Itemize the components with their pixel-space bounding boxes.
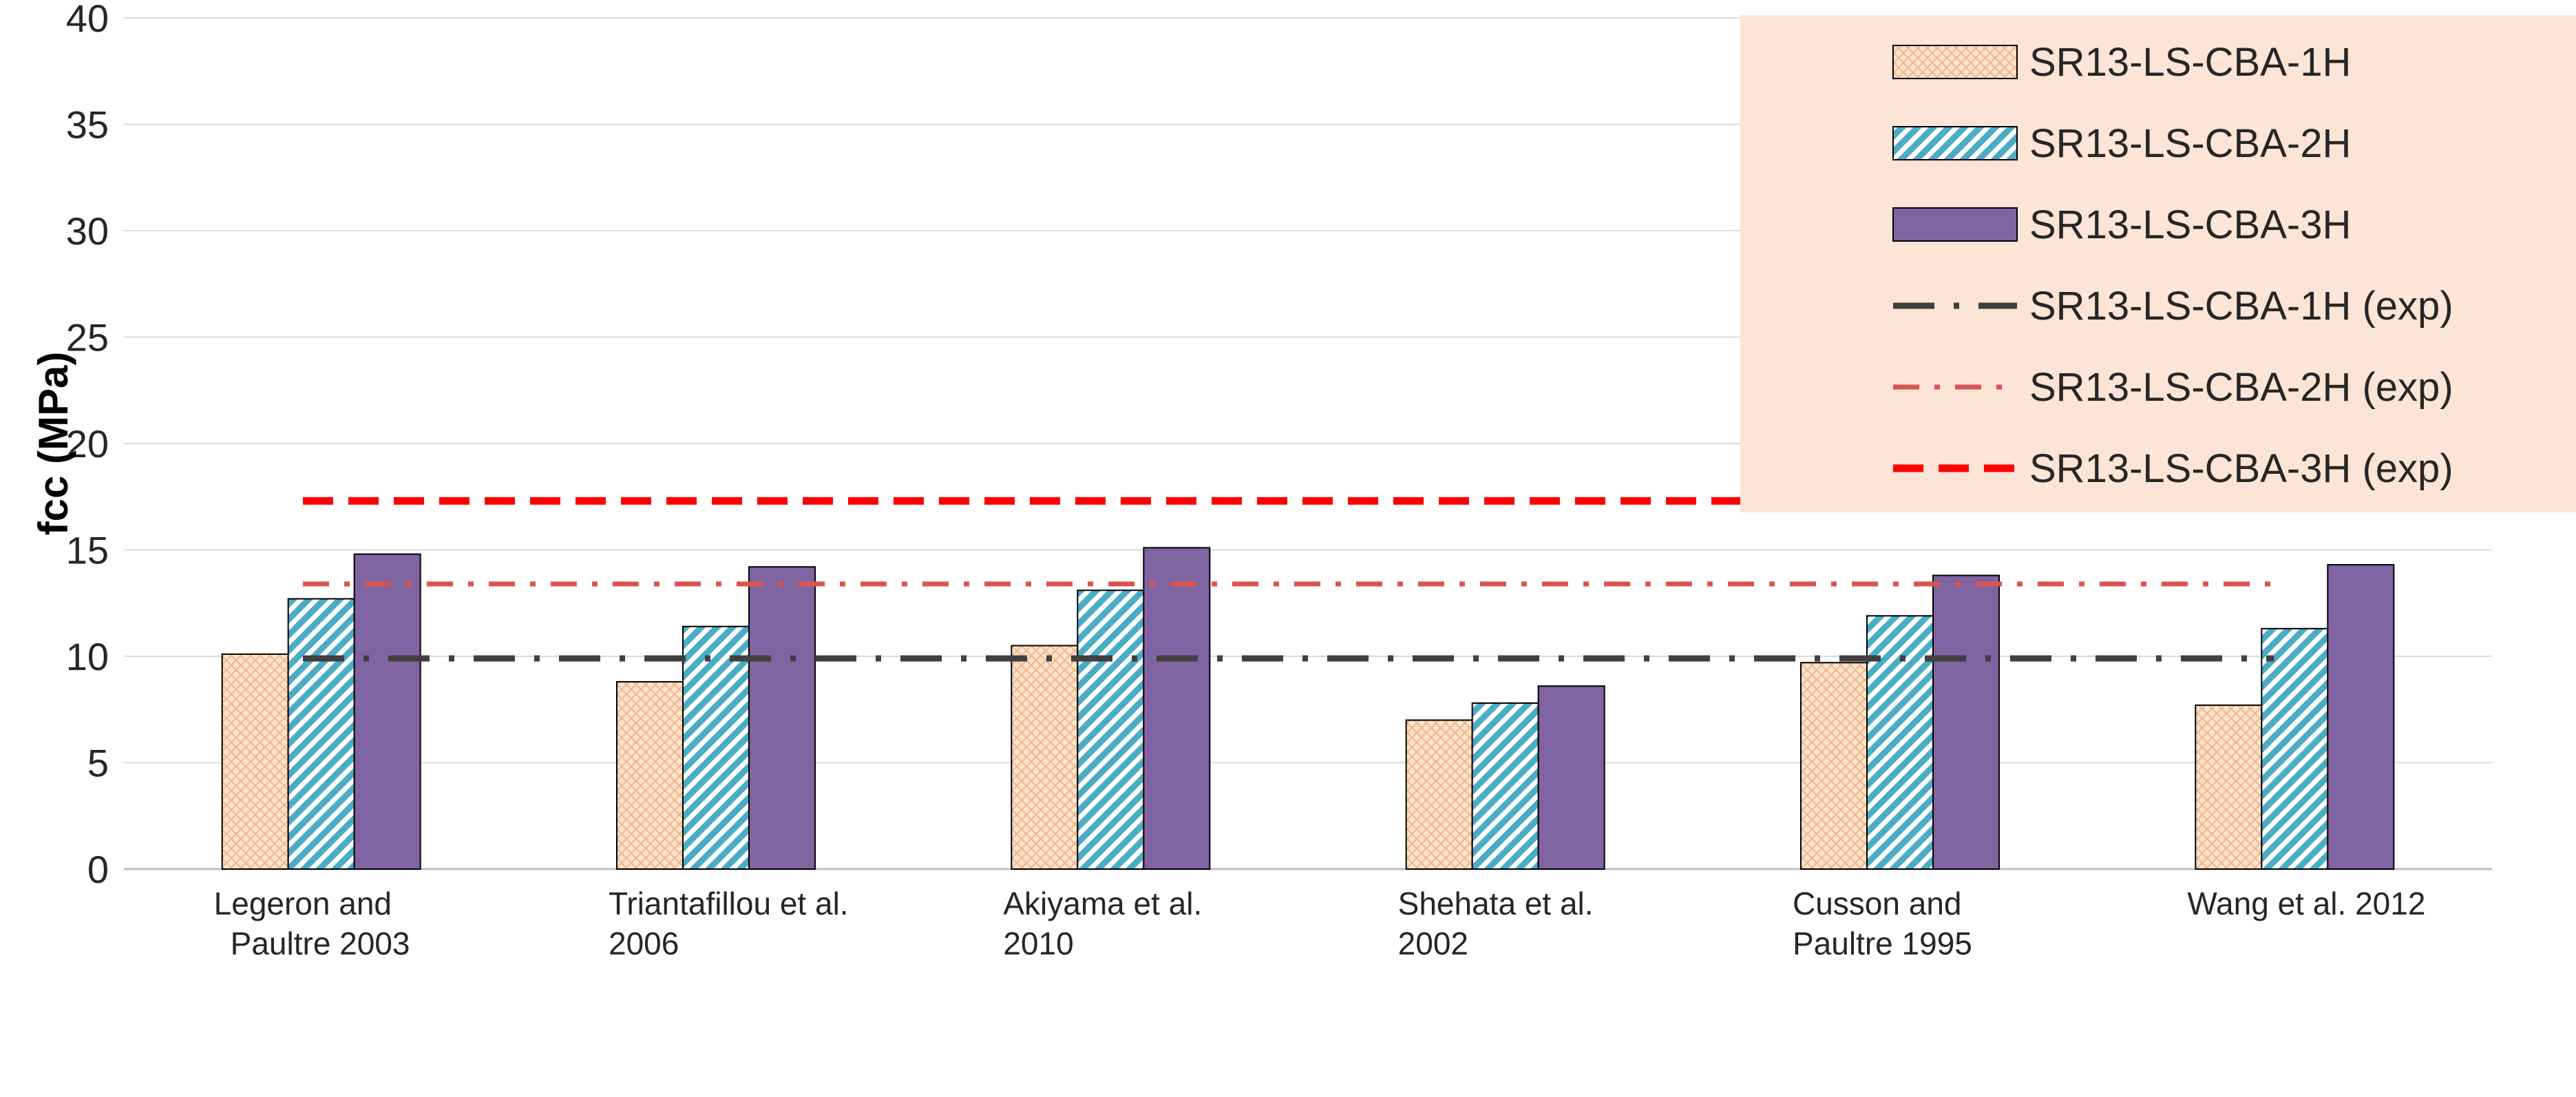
legend-label: SR13-LS-CBA-3H (exp) — [2029, 446, 2453, 491]
bar-sr13-ls-cba-2h-5 — [2261, 627, 2329, 870]
legend: SR13-LS-CBA-1H SR13-LS-CBA-2H SR13-LS-CBA-… — [1740, 15, 2576, 512]
bar-sr13-ls-cba-2h-1 — [682, 625, 750, 870]
y-tick-label: 10 — [66, 635, 109, 678]
x-tick-label: Wang et al. 2012 — [2187, 886, 2425, 921]
x-tick-label: Cusson and Paultre 1995 — [1793, 886, 1972, 961]
x-tick-label: Shehata et al. 2002 — [1398, 886, 1594, 961]
y-tick-label: 25 — [66, 316, 109, 359]
legend-background — [1740, 15, 2576, 512]
y-axis-tick-labels: 0 5 10 15 20 25 30 35 40 — [66, 0, 109, 891]
x-axis-tick-labels: Legeron and Paultre 2003 Triantafillou et … — [214, 886, 2426, 961]
bar-sr13-ls-cba-3h-1 — [748, 566, 816, 870]
bar-sr13-ls-cba-3h-3 — [1537, 685, 1605, 870]
legend-label: SR13-LS-CBA-1H — [2029, 40, 2351, 85]
bar-sr13-ls-cba-2h-3 — [1471, 702, 1539, 870]
bar-sr13-ls-cba-1h-5 — [2195, 704, 2263, 870]
y-tick-label: 5 — [87, 742, 109, 785]
legend-swatch-2h — [1892, 126, 2018, 160]
gridlines — [124, 17, 2492, 870]
bar-sr13-ls-cba-3h-0 — [353, 553, 421, 870]
y-tick-label: 15 — [66, 529, 109, 572]
bar-sr13-ls-cba-1h-0 — [221, 653, 289, 870]
y-axis-label: fcc (MPa) — [30, 352, 76, 536]
bar-sr13-ls-cba-1h-4 — [1800, 662, 1868, 870]
bar-sr13-ls-cba-2h-0 — [287, 598, 355, 870]
y-tick-label: 40 — [66, 0, 109, 40]
y-tick-label: 0 — [87, 848, 109, 891]
bar-sr13-ls-cba-2h-4 — [1866, 615, 1934, 870]
x-tick-label: Akiyama et al. 2010 — [1003, 886, 1202, 961]
bar-sr13-ls-cba-3h-4 — [1932, 574, 2000, 870]
x-tick-label: Legeron and Paultre 2003 — [214, 886, 410, 961]
y-tick-label: 30 — [66, 209, 109, 253]
bar-sr13-ls-cba-1h-2 — [1011, 645, 1079, 870]
legend-swatch-3h — [1892, 207, 2018, 242]
y-tick-label: 35 — [66, 103, 109, 147]
legend-label: SR13-LS-CBA-3H — [2029, 202, 2351, 247]
bar-sr13-ls-cba-3h-2 — [1143, 547, 1211, 870]
x-tick-label: Triantafillou et al. 2006 — [609, 886, 849, 961]
legend-label: SR13-LS-CBA-1H (exp) — [2029, 284, 2453, 328]
bar-sr13-ls-cba-1h-1 — [616, 681, 684, 870]
bar-sr13-ls-cba-3h-5 — [2327, 564, 2395, 870]
bar-sr13-ls-cba-1h-3 — [1405, 719, 1473, 870]
legend-label: SR13-LS-CBA-2H (exp) — [2029, 365, 2453, 410]
legend-swatch-1h — [1892, 45, 2018, 79]
y-tick-label: 20 — [66, 422, 109, 466]
legend-label: SR13-LS-CBA-2H — [2029, 121, 2351, 166]
bars — [221, 547, 2395, 870]
bar-sr13-ls-cba-2h-2 — [1077, 589, 1145, 870]
